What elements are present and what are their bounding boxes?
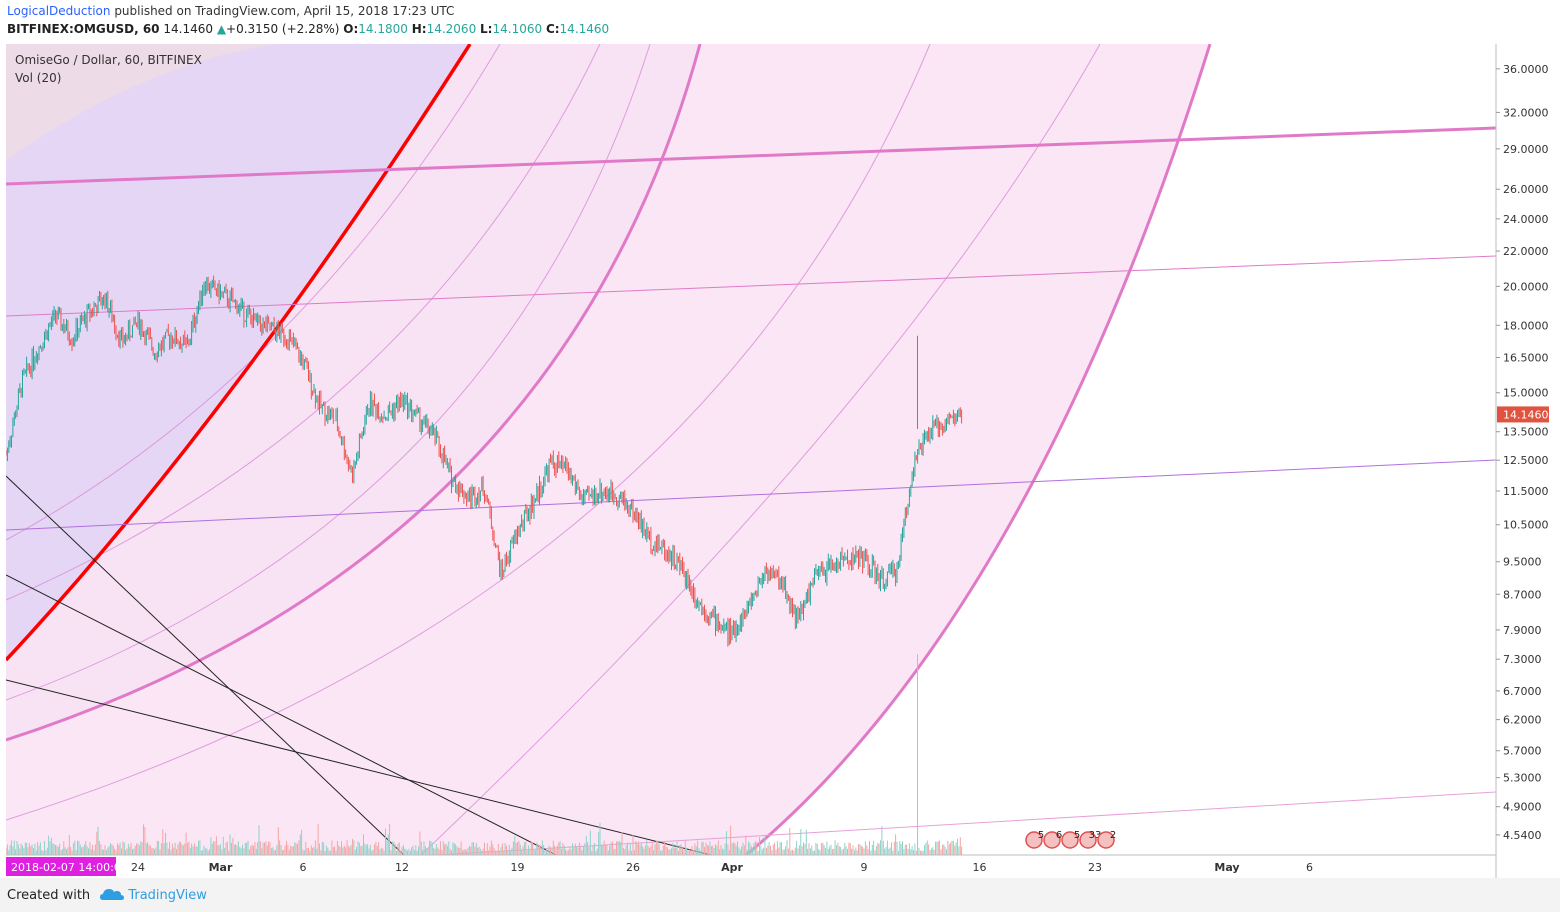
event-marker-label-3: 33 <box>1089 830 1102 841</box>
low-label: L: <box>480 22 493 36</box>
time-tick-label-1: Mar <box>209 861 233 874</box>
low-value: 14.1060 <box>492 22 543 36</box>
price-tick-label-6: 20.0000 <box>1503 280 1549 293</box>
time-tick-label-11: 6 <box>1306 861 1313 874</box>
outer-arc-fill <box>6 44 1210 855</box>
price-tick-label-13: 10.5000 <box>1503 519 1549 532</box>
fan-arc-2 <box>6 44 651 701</box>
current-price-badge <box>1497 406 1549 423</box>
price-axis[interactable]: 36.0000 32.0000 29.0000 26.0000 24.0000 22.00… <box>1496 63 1549 842</box>
price-tick-label-3: 26.0000 <box>1503 183 1549 196</box>
time-tick-label-0: 24 <box>131 861 145 874</box>
price-tick-label-14: 9.5000 <box>1503 556 1542 569</box>
ohlc-line: BITFINEX:OMGUSD, 60 14.1460 ▲+0.3150 (+2… <box>7 22 609 36</box>
tradingview-cloud-icon <box>100 889 125 900</box>
price-tick-label-21: 5.3000 <box>1503 772 1542 785</box>
time-axis[interactable]: 24 Mar 6 12 19 26 Apr 9 16 23 May 6 <box>131 861 1313 874</box>
up-triangle-icon: ▲ <box>216 22 227 36</box>
time-tick-label-7: 9 <box>861 861 868 874</box>
publish-line: LogicalDeduction published on TradingVie… <box>7 4 454 18</box>
price-tick-label-7: 18.0000 <box>1503 319 1549 332</box>
time-tick-label-4: 19 <box>511 861 525 874</box>
red-arc-line <box>6 44 472 662</box>
top-arc-fill <box>6 44 280 160</box>
price-tick-label-19: 6.2000 <box>1503 714 1542 727</box>
right-arc-line <box>744 44 1212 855</box>
fan-arc-3 <box>6 44 931 821</box>
trend-line-0 <box>6 475 405 855</box>
symbol-label: BITFINEX:OMGUSD, 60 <box>7 22 160 36</box>
gann-drawings <box>6 44 1496 855</box>
price-tick-label-16: 7.9000 <box>1503 624 1542 637</box>
tradingview-link[interactable]: TradingView <box>128 888 207 903</box>
time-tick-label-5: 26 <box>626 861 640 874</box>
event-marker-3[interactable] <box>1079 831 1097 849</box>
footer: Created with TradingView <box>0 878 1560 912</box>
time-tick-label-9: 23 <box>1088 861 1102 874</box>
time-tick-label-2: 6 <box>300 861 307 874</box>
close-value: 14.1460 <box>559 22 610 36</box>
created-with-text: Created with <box>7 888 91 903</box>
event-marker-2[interactable] <box>1061 831 1079 849</box>
high-label: H: <box>411 22 427 36</box>
time-tick-label-3: 12 <box>395 861 409 874</box>
price-tick-label-0: 36.0000 <box>1503 63 1549 76</box>
event-marker-label-0: 5 <box>1038 830 1044 841</box>
event-marker-label-4: 2 <box>1110 830 1116 841</box>
open-value: 14.1800 <box>358 22 408 36</box>
change-value: +0.3150 (+2.28%) <box>226 22 340 36</box>
price-tick-label-1: 32.0000 <box>1503 106 1549 119</box>
open-label: O: <box>343 22 359 36</box>
chart-header: LogicalDeduction published on TradingVie… <box>0 0 1560 44</box>
event-marker-label-2: 5 <box>1074 830 1080 841</box>
event-marker-label-1: 6 <box>1056 830 1062 841</box>
event-markers[interactable]: 5 6 5 33 2 <box>1025 830 1116 849</box>
price-tick-label-8: 16.5000 <box>1503 351 1549 364</box>
middle-arc-fill <box>6 44 700 740</box>
price-tick-label-20: 5.7000 <box>1503 745 1542 758</box>
price-tick-label-18: 6.7000 <box>1503 685 1542 698</box>
outer-arc-line <box>6 44 702 742</box>
close-label: C: <box>545 22 560 36</box>
last-price: 14.1460 <box>163 22 213 36</box>
published-text: published on TradingView.com, April 15, … <box>114 4 455 18</box>
chart-legend-title: OmiseGo / Dollar, 60, BITFINEX <box>15 53 202 67</box>
price-tick-label-9: 15.0000 <box>1503 387 1549 400</box>
volume-bars <box>6 654 963 855</box>
event-marker-4[interactable] <box>1097 831 1115 849</box>
time-tick-label-8: 16 <box>973 861 987 874</box>
fan-line-3 <box>6 459 1496 531</box>
cursor-date-label: 2018-02-07 14:00:00 <box>11 861 128 874</box>
event-marker-0[interactable] <box>1025 831 1043 849</box>
price-tick-label-11: 12.5000 <box>1503 454 1549 467</box>
chart-legend-volume: Vol (20) <box>15 71 61 85</box>
high-value: 14.2060 <box>426 22 477 36</box>
price-tick-label-4: 24.0000 <box>1503 213 1549 226</box>
price-tick-label-17: 7.3000 <box>1503 653 1542 666</box>
time-tick-label-10: May <box>1214 861 1239 874</box>
author-link[interactable]: LogicalDeduction <box>7 4 111 18</box>
price-tick-label-2: 29.0000 <box>1503 143 1549 156</box>
price-tick-label-23: 4.5400 <box>1503 829 1542 842</box>
fan-line-2 <box>6 255 1496 317</box>
chart-canvas[interactable]: 5 6 5 33 2 36.0000 32.0000 29.0000 26.0000 24.00… <box>0 0 1560 878</box>
trend-line-2 <box>6 679 714 855</box>
price-tick-label-5: 22.0000 <box>1503 245 1549 258</box>
fan-arc-1 <box>6 44 601 601</box>
cursor-date-badge <box>6 857 116 876</box>
fan-arc-4 <box>420 44 1101 855</box>
time-tick-label-6: Apr <box>721 861 743 874</box>
price-tick-label-15: 8.7000 <box>1503 588 1542 601</box>
price-tick-label-10: 13.5000 <box>1503 426 1549 439</box>
current-price-label: 14.1460 <box>1503 408 1549 421</box>
fan-line-top <box>6 126 1496 186</box>
price-tick-label-12: 11.5000 <box>1503 485 1549 498</box>
fan-line-4 <box>428 791 1496 855</box>
inner-arc-fill <box>6 44 470 855</box>
trend-line-1 <box>6 574 558 855</box>
axis-labels: 14.1460 2018-02-07 14:00:00 <box>6 406 1549 876</box>
price-candles <box>6 275 963 647</box>
price-tick-label-22: 4.9000 <box>1503 801 1542 814</box>
event-marker-1[interactable] <box>1043 831 1061 849</box>
